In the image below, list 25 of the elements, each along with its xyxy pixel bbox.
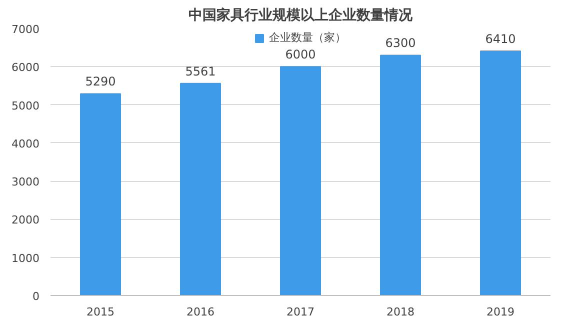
- chart-title: 中国家具行业规模以上企业数量情况: [188, 6, 414, 24]
- y-tick-label: 6000: [12, 61, 40, 74]
- y-tick-label: 2000: [12, 214, 40, 227]
- y-tick-label: 7000: [12, 23, 40, 36]
- data-label: 5561: [185, 64, 216, 78]
- data-label: 6000: [285, 48, 316, 62]
- y-tick-label: 4000: [12, 137, 40, 150]
- bar: [180, 82, 221, 296]
- y-tick-label: 0: [32, 290, 40, 303]
- legend-label: 企业数量（家）: [269, 30, 346, 45]
- bar: [280, 66, 321, 296]
- x-tick-label: 2015: [86, 306, 115, 318]
- data-label: 6410: [485, 32, 516, 46]
- bar: [380, 54, 421, 296]
- bar: [480, 50, 521, 296]
- data-label: 6300: [385, 36, 416, 50]
- x-tick-label: 2017: [286, 306, 315, 318]
- x-tick-label: 2016: [186, 306, 215, 318]
- data-label: 5290: [85, 74, 116, 89]
- bar: [80, 93, 121, 296]
- x-tick-label: 2018: [386, 306, 415, 318]
- y-tick-label: 5000: [12, 99, 40, 112]
- x-tick-label: 2019: [486, 306, 515, 318]
- y-tick-label: 3000: [12, 176, 40, 189]
- y-tick-label: 1000: [12, 252, 40, 265]
